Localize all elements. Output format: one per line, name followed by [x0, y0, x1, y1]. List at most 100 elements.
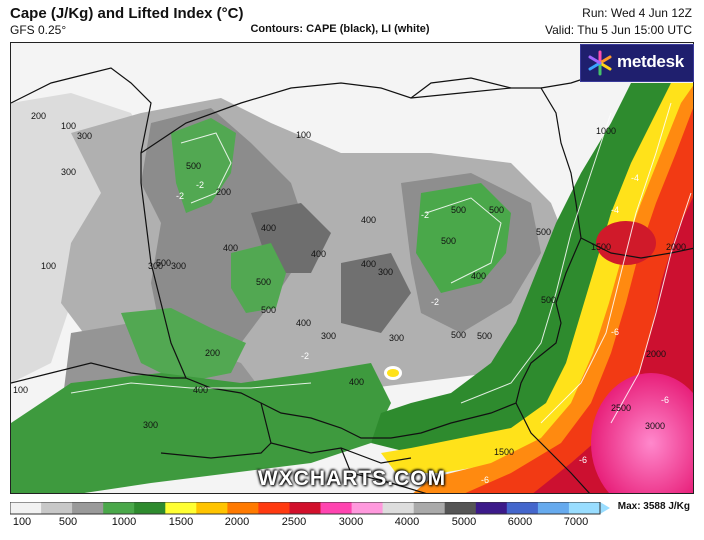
cape-contour-label: 300 — [143, 420, 158, 430]
cape-contour-label: 400 — [361, 259, 376, 269]
cape-contour-label: 500 — [451, 330, 466, 340]
border-baltic-coast — [11, 67, 152, 154]
cape-contour-label: 500 — [261, 305, 276, 315]
cape-zone-green-center — [231, 243, 286, 313]
colorbar-tick-label: 3000 — [338, 516, 364, 528]
li-contour-label: -2 — [431, 297, 439, 307]
cape-spot-yellow-b — [387, 369, 399, 377]
cape-contour-label: 1500 — [591, 242, 611, 252]
colorbar-swatch — [537, 502, 570, 514]
cape-contour-label: 1500 — [494, 447, 514, 457]
contours-legend: Contours: CAPE (black), LI (white) — [250, 23, 430, 35]
li-contour-label: -2 — [421, 210, 429, 220]
colorbar-tick-label: 1500 — [168, 516, 194, 528]
cape-contour-label: 500 — [489, 205, 504, 215]
cape-contour-label: 1000 — [596, 126, 616, 136]
cape-zone-green-band — [371, 83, 671, 453]
colorbar-swatch — [320, 502, 353, 514]
cape-contour-label: 300 — [389, 333, 404, 343]
colorbar-tick-label: 500 — [58, 516, 78, 528]
cape-contour-label: 500 — [441, 236, 456, 246]
colorbar-tick-label: 7000 — [563, 516, 589, 528]
cape-contour-label: 200 — [216, 187, 231, 197]
metdesk-logo: metdesk — [580, 44, 694, 82]
cape-contour-label: 100 — [296, 130, 311, 140]
border-germany-czech — [11, 362, 186, 384]
colorbar-swatch — [134, 502, 166, 514]
colorbar-strip — [10, 502, 610, 515]
colorbar-swatch — [103, 502, 135, 514]
chart-title: Cape (J/Kg) and Lifted Index (°C) — [10, 5, 244, 22]
li-contour-label: -4 — [631, 173, 639, 183]
cape-contour-label: 100 — [13, 385, 28, 395]
colorbar-swatch — [289, 502, 322, 514]
colorbar-tick-label: 4000 — [394, 516, 420, 528]
cape-zone-pink — [591, 373, 693, 493]
colorbar-swatch — [41, 502, 73, 514]
cape-contour-label: 400 — [361, 215, 376, 225]
border-russia-kaliningrad — [410, 77, 512, 99]
cape-contour-label: 500 — [451, 205, 466, 215]
valid-time: Valid: Thu 5 Jun 15:00 UTC — [545, 23, 692, 37]
cape-contour-label: 500 — [541, 295, 556, 305]
cape-zone-green-east — [416, 183, 511, 293]
cape-contour-label: 100 — [41, 261, 56, 271]
cape-contour-label: 400 — [193, 385, 208, 395]
cape-zone-red-core — [596, 221, 656, 265]
colorbar-tick-label: 2500 — [281, 516, 307, 528]
colorbar-tick-label: 1000 — [111, 516, 137, 528]
border-slovakia-hungary — [340, 447, 427, 493]
li-contour-a — [180, 132, 232, 204]
li-contour-label: -6 — [579, 455, 587, 465]
colorbar-swatch — [227, 502, 259, 514]
colorbar-swatch — [165, 502, 197, 514]
cape-contour-label: 300 — [171, 261, 186, 271]
li-contour-f — [70, 382, 312, 394]
cape-contour-label: 200 — [205, 348, 220, 358]
cape-zone-green-west — [121, 308, 246, 383]
colorbar-tick-label: 2000 — [224, 516, 250, 528]
li-contour-label: -2 — [176, 191, 184, 201]
cape-contour-label: 100 — [61, 121, 76, 131]
colorbar-swatch — [258, 502, 290, 514]
colorbar-tick-label: 100 — [12, 516, 32, 528]
cape-contour-label: 400 — [471, 271, 486, 281]
cape-contour-label: 400 — [349, 377, 364, 387]
colorbar-swatch — [351, 502, 384, 514]
li-contour-b — [425, 197, 502, 284]
li-contour-e — [610, 192, 692, 424]
li-contour-label: -4 — [611, 205, 619, 215]
cape-contour-label: 500 — [536, 227, 551, 237]
cape-contour-label: 2000 — [666, 242, 686, 252]
cape-contour-label: 2000 — [646, 349, 666, 359]
border-austria — [160, 442, 272, 459]
cape-contour-label: 500 — [186, 161, 201, 171]
li-contour-label: -2 — [301, 351, 309, 361]
colorbar-frame — [10, 502, 601, 515]
metdesk-logo-text: metdesk — [617, 52, 684, 71]
li-contour-label: -2 — [196, 180, 204, 190]
cape-zone-green-north — [171, 118, 236, 213]
cape-contour-label: 500 — [156, 258, 171, 268]
colorbar-swatch — [568, 502, 601, 514]
li-contour-label: -6 — [661, 395, 669, 405]
colorbar-swatch — [382, 502, 415, 514]
colorbar-extend-arrow — [600, 502, 610, 514]
colorbar-swatch — [506, 502, 539, 514]
cape-zone-green-south — [11, 363, 391, 493]
cape-contour-label: 400 — [223, 243, 238, 253]
max-value-label: Max: 3588 J/Kg — [617, 501, 690, 512]
map-panel: 200 100 300 300 100 100 500 200 400 400 500 300 500 4… — [10, 42, 694, 494]
cape-contour-label: 2500 — [611, 403, 631, 413]
cape-contour-label: 500 — [477, 331, 492, 341]
cape-contour-label: 300 — [77, 131, 92, 141]
cape-contour-label: 500 — [256, 277, 271, 287]
cape-contour-label: 400 — [296, 318, 311, 328]
border-poland — [140, 82, 582, 439]
cape-contour-label: 200 — [31, 111, 46, 121]
cape-zone-500-b — [341, 253, 411, 333]
cape-contour-label: 300 — [378, 267, 393, 277]
colorbar-ticks: 100 500 1000 1500 2000 2500 3000 4000 5000 6000 70… — [10, 516, 610, 534]
